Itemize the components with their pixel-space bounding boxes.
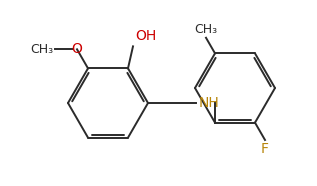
- Text: NH: NH: [199, 96, 220, 110]
- Text: CH₃: CH₃: [194, 23, 217, 36]
- Text: O: O: [72, 42, 82, 56]
- Text: OH: OH: [135, 29, 156, 43]
- Text: F: F: [261, 142, 269, 156]
- Text: CH₃: CH₃: [30, 43, 53, 56]
